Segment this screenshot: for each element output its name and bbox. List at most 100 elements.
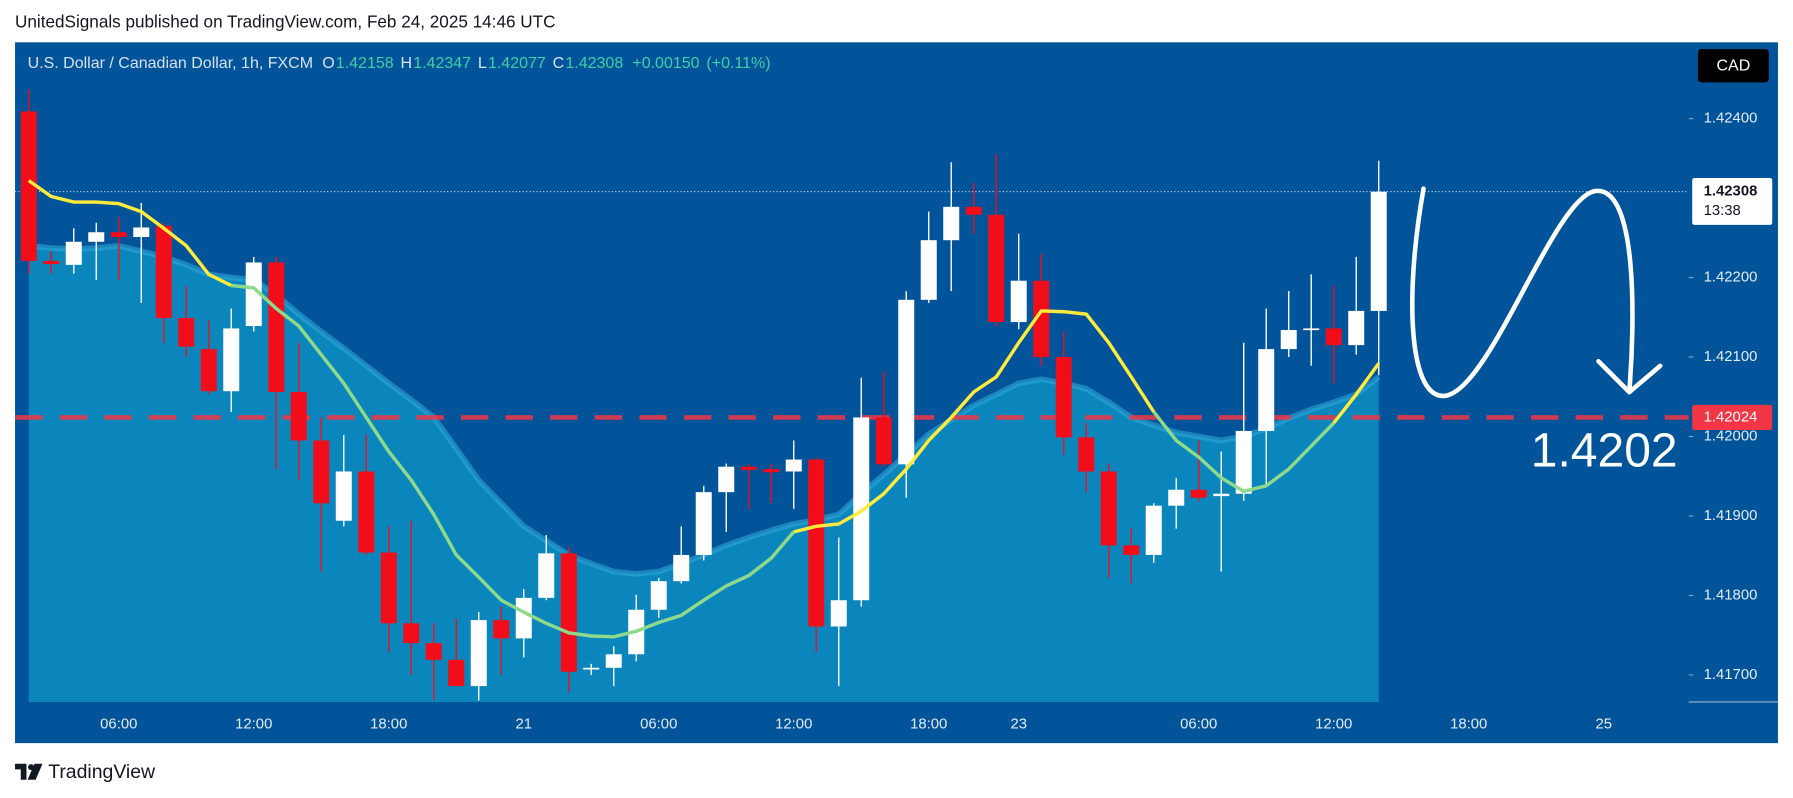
drawn-arrow [1410,186,1635,398]
candle-body [1168,489,1185,506]
x-tick-label: 18:00 [910,717,947,733]
candle-body [65,241,82,265]
candle-body [223,328,240,392]
candle-body [1100,471,1117,546]
countdown: 13:38 [1704,203,1741,219]
candle-body [1010,280,1027,323]
candle-body [583,667,600,670]
indicator-line [1332,362,1381,425]
candle-body [425,643,442,660]
currency: CAD [1716,58,1750,75]
candle-body [313,440,330,504]
candle-body [335,471,352,521]
y-tick-label: 1.42100 [1704,349,1758,365]
legend-item: 1.42077 [488,55,546,72]
candle-body [763,469,780,473]
y-tick-label: 1.42400 [1704,111,1758,127]
x-tick-label: 23 [1010,717,1027,733]
candle-body [1370,191,1387,311]
candle-body [673,554,690,582]
candle-body [605,654,622,668]
y-tick-label: 1.41700 [1704,667,1758,683]
current-price-label: 1.42308 [1704,184,1758,200]
legend-item: C [553,55,565,72]
x-tick-label: 06:00 [640,717,677,733]
candle-body [1055,357,1072,438]
x-tick-label: 18:00 [370,717,407,733]
y-tick-label: 1.41900 [1704,508,1758,524]
candle-body [1078,437,1095,472]
candle-body [1258,349,1275,431]
candle-body [268,262,285,393]
y-tick-label: 1.42000 [1704,428,1758,444]
level-label: 1.42024 [1704,409,1758,425]
legend-item: 1.42158 [336,55,394,72]
candle-body [133,227,150,238]
legend-item: H [401,55,413,72]
candle-body [448,659,465,687]
candle-body [1280,330,1297,350]
plot-area [15,89,1689,702]
footer-brand: TradingView [48,761,156,783]
x-tick-label: 06:00 [100,717,137,733]
logo-mark [15,763,27,780]
legend-item: U.S. Dollar / Canadian Dollar, 1h, FXCM [28,55,313,72]
indicator-line [793,309,1156,534]
indicator-line [1152,410,1335,494]
x-tick-label: 21 [515,717,532,733]
x-tick-label: 12:00 [775,717,812,733]
candle-body [988,214,1005,323]
candle-body [695,492,712,555]
candle-body [245,262,262,327]
candle-body [965,206,982,215]
footer-logo: TradingView [15,761,156,783]
x-tick-label: 18:00 [1450,717,1487,733]
candle-body [808,459,825,627]
x-tick-label: 25 [1595,717,1612,733]
x-tick-label: 06:00 [1180,717,1217,733]
candle-body [830,600,847,627]
candle-body [110,232,127,238]
indicator-line [231,283,796,639]
candle-body [853,417,870,601]
candle-body [785,459,802,472]
candle-body [1348,310,1365,346]
candle-body [898,299,915,465]
indicator-line [27,179,233,288]
published-line: UnitedSignals published on TradingView.c… [15,11,555,31]
arrow-head [1596,358,1663,395]
candle-body [470,620,487,687]
x-tick-label: 12:00 [235,717,272,733]
candle-body [1033,280,1050,358]
legend-item: L [478,55,487,72]
candle-body [43,260,60,265]
candle-body [943,206,960,241]
candle-body [1145,505,1162,555]
candle-body [358,471,375,553]
candle-body [1213,493,1230,497]
candle-body [88,232,105,242]
candle-body [155,225,172,319]
candle-body [1190,489,1207,498]
band-area [28,245,1379,702]
candle-body [650,581,667,610]
candle-body [178,318,195,347]
x-tick-label: 12:00 [1315,717,1352,733]
candle-body [200,349,217,392]
level-annotation: 1.4202 [1531,425,1678,478]
candle-body [1123,545,1140,555]
legend-item: 1.42347 [413,55,471,72]
candle-body [515,597,532,639]
candle-body [380,552,397,624]
candle-body [403,623,420,644]
candle-body [1235,430,1252,494]
candle-body [875,417,892,465]
legend-item: (+0.11%) [706,55,770,72]
candle-body [560,553,577,672]
candle-body [920,240,937,300]
candle-body [493,620,510,639]
candle-body [290,392,307,441]
currency-badge [1697,49,1769,83]
